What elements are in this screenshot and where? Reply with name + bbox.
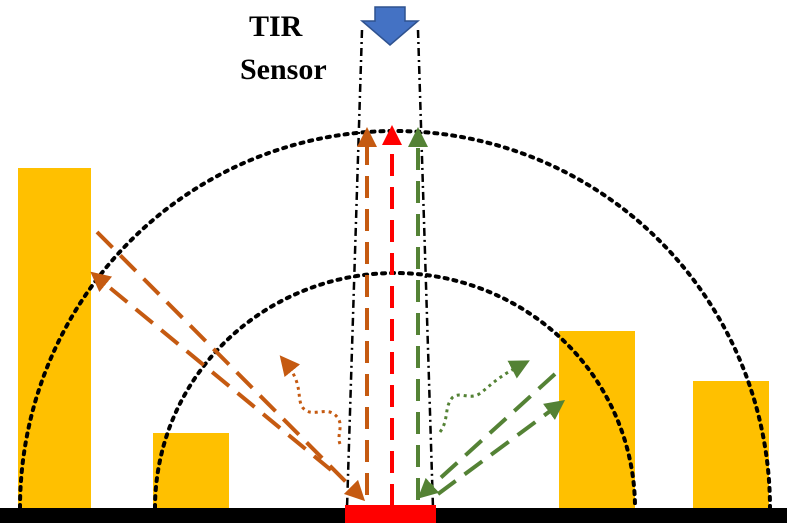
inner-hemisphere [153,271,637,510]
green-incoming-arrow [417,372,557,499]
building-near-right [559,331,635,510]
building-near-left [153,433,229,510]
building-far-left [18,168,91,510]
down-arrow-icon [359,6,421,46]
orange-scatter-arrow [279,355,342,445]
orange-incoming-arrow [95,230,366,502]
green-emitted-arrow [436,400,566,496]
orange-emitted-arrow [90,271,333,472]
view-cone-left-edge [345,29,364,509]
building-far-right [693,381,769,510]
target-surface [345,505,436,523]
outer-hemisphere [18,129,772,510]
green-scatter-arrow [438,360,530,433]
sensor-label-line1: TIR [249,10,303,43]
sensor-label-line2: Sensor [240,53,327,86]
view-cone-right-edge [416,29,435,509]
